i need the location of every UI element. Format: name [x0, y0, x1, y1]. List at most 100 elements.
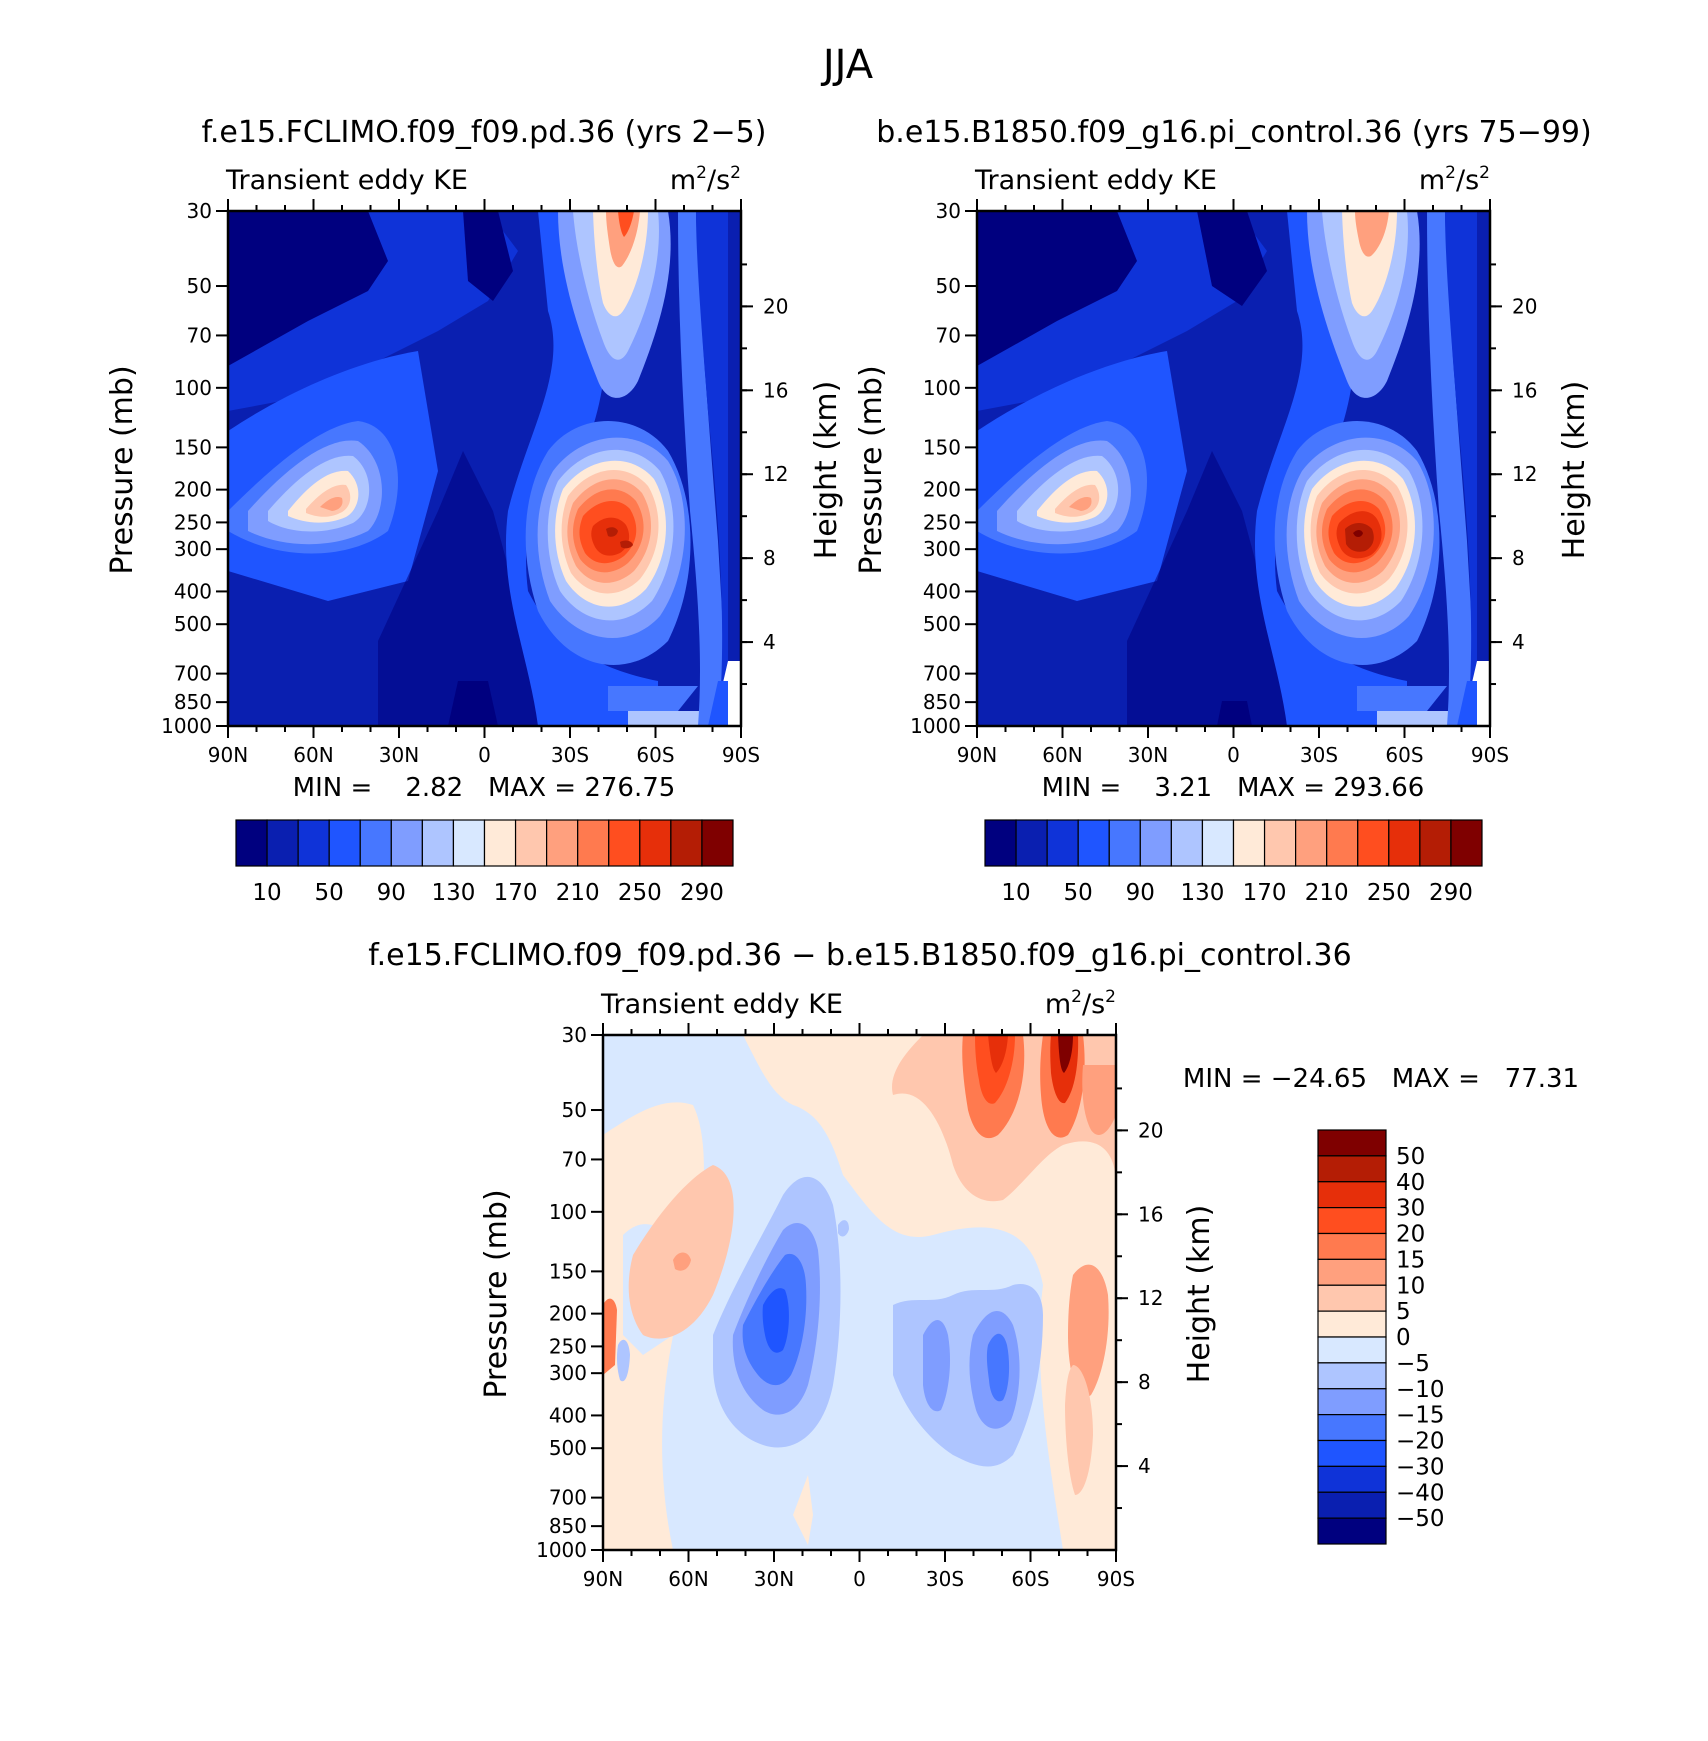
- min-max-stats: MIN = −24.65 MAX = 77.31: [1183, 1064, 1579, 1094]
- colorbar-swatch: [1108, 819, 1141, 867]
- y-tick-label: 30: [187, 199, 212, 223]
- y-tick-label: 700: [923, 662, 961, 686]
- y-tick-label: 300: [923, 537, 961, 561]
- colorbar-swatch: [266, 819, 299, 867]
- x-tick-label: 60N: [293, 743, 333, 767]
- panel-right: b.e15.B1850.f09_g16.pi_control.36 (yrs 7…: [854, 115, 1592, 906]
- panel-title: b.e15.B1850.f09_g16.pi_control.36 (yrs 7…: [876, 115, 1591, 150]
- y-tick-label: 70: [187, 323, 212, 347]
- colorbar-label: −40: [1396, 1480, 1445, 1506]
- colorbar-swatch: [297, 819, 330, 867]
- colorbar-label: −30: [1396, 1454, 1445, 1480]
- y-tick-label: 150: [549, 1259, 587, 1283]
- y-axis-label: Pressure (mb): [479, 1189, 514, 1398]
- contour-fill: [603, 1035, 1116, 1550]
- panel-left: f.e15.FCLIMO.f09_f09.pd.36 (yrs 2−5) Tra…: [105, 115, 844, 906]
- colorbar-label: 10: [1001, 880, 1030, 906]
- x-tick-label: 60S: [636, 743, 674, 767]
- x-tick-label: 60N: [1042, 743, 1082, 767]
- panel-difference: f.e15.FCLIMO.f09_f09.pd.36 − b.e15.B1850…: [368, 938, 1579, 1591]
- main-title: JJA: [820, 42, 874, 88]
- y2-tick-label: 16: [1512, 378, 1537, 402]
- y2-tick-label: 8: [1138, 1370, 1151, 1394]
- colorbar-label: 210: [556, 880, 600, 906]
- colorbar-label: −20: [1396, 1429, 1445, 1455]
- panel-subtitle: Transient eddy KE: [974, 165, 1217, 196]
- y-tick-label: 700: [174, 662, 212, 686]
- colorbar-swatch: [1317, 1388, 1387, 1416]
- colorbar-label: 170: [494, 880, 538, 906]
- y-tick-label: 50: [562, 1098, 587, 1122]
- units-label: m2/s2: [670, 163, 741, 196]
- units-label: m2/s2: [1045, 987, 1116, 1020]
- colorbar-label: 10: [1396, 1273, 1425, 1299]
- colorbar-swatch: [1317, 1414, 1387, 1442]
- y-tick-label: 150: [923, 435, 961, 459]
- y2-tick-label: 12: [1512, 462, 1537, 486]
- y-tick-label: 400: [174, 579, 212, 603]
- y-tick-label: 500: [549, 1436, 587, 1460]
- y2-tick-label: 4: [763, 630, 776, 654]
- colorbar-label: 130: [1180, 880, 1224, 906]
- y-tick-label: 30: [562, 1023, 587, 1047]
- colorbar-swatch: [514, 819, 548, 867]
- colorbar-label: 20: [1396, 1222, 1425, 1248]
- colorbar-label: 130: [431, 880, 475, 906]
- colorbar-swatch: [1317, 1232, 1387, 1260]
- y-axis-label: Pressure (mb): [854, 365, 889, 574]
- y-tick-label: 850: [923, 690, 961, 714]
- colorbar-swatch: [1317, 1181, 1387, 1209]
- y-tick-label: 700: [549, 1486, 587, 1510]
- x-tick-label: 0: [478, 743, 491, 767]
- y-tick-label: 300: [549, 1361, 587, 1385]
- colorbar-label: 210: [1305, 880, 1349, 906]
- y2-axis-label: Height (km): [1557, 381, 1592, 560]
- colorbar-swatch: [1201, 819, 1235, 867]
- y-tick-label: 500: [923, 612, 961, 636]
- colorbar-swatch: [1317, 1258, 1387, 1286]
- colorbar-swatch: [483, 819, 517, 867]
- colorbar-swatch: [984, 819, 1017, 867]
- x-tick-label: 30S: [551, 743, 589, 767]
- x-tick-label: 30N: [754, 1567, 794, 1591]
- x-tick-label: 60S: [1011, 1567, 1049, 1591]
- colorbar-swatch: [421, 819, 455, 867]
- colorbar-swatch: [1317, 1362, 1387, 1390]
- y2-tick-label: 16: [763, 378, 788, 402]
- colorbar-swatch: [546, 819, 579, 867]
- contour-fill: [228, 211, 741, 726]
- colorbar-label: 5: [1396, 1299, 1411, 1325]
- colorbar-swatch: [1317, 1207, 1387, 1235]
- y-tick-label: 50: [936, 274, 961, 298]
- y-tick-label: 1000: [161, 714, 212, 738]
- colorbar-swatch: [1317, 1439, 1387, 1467]
- colorbar-swatch: [359, 819, 392, 867]
- y-tick-label: 400: [549, 1403, 587, 1427]
- colorbar-label: 40: [1396, 1170, 1425, 1196]
- y-tick-label: 500: [174, 612, 212, 636]
- x-tick-label: 90N: [583, 1567, 623, 1591]
- colorbar-swatch: [1077, 819, 1110, 867]
- colorbar-swatch: [390, 819, 423, 867]
- colorbar-label: 250: [618, 880, 662, 906]
- y-tick-label: 1000: [910, 714, 961, 738]
- colorbar-label: −50: [1396, 1506, 1445, 1532]
- colorbar-label: −15: [1396, 1403, 1445, 1429]
- colorbar-swatch: [670, 819, 703, 867]
- y2-tick-label: 12: [1138, 1286, 1163, 1310]
- colorbar-swatch: [328, 819, 361, 867]
- colorbar-label: 90: [1126, 880, 1155, 906]
- y-tick-label: 100: [549, 1200, 587, 1224]
- colorbar-swatch: [1317, 1129, 1387, 1157]
- colorbar-label: −10: [1396, 1377, 1445, 1403]
- y-tick-label: 850: [549, 1514, 587, 1538]
- x-tick-label: 30S: [926, 1567, 964, 1591]
- y2-tick-label: 20: [1512, 294, 1537, 318]
- min-max-stats: MIN = 3.21 MAX = 293.66: [1042, 773, 1425, 803]
- colorbar-swatch: [1317, 1284, 1387, 1312]
- colorbar-label: 15: [1396, 1247, 1425, 1273]
- x-tick-label: 0: [853, 1567, 866, 1591]
- colorbar-swatch: [1419, 819, 1452, 867]
- colorbar-swatch: [1388, 819, 1421, 867]
